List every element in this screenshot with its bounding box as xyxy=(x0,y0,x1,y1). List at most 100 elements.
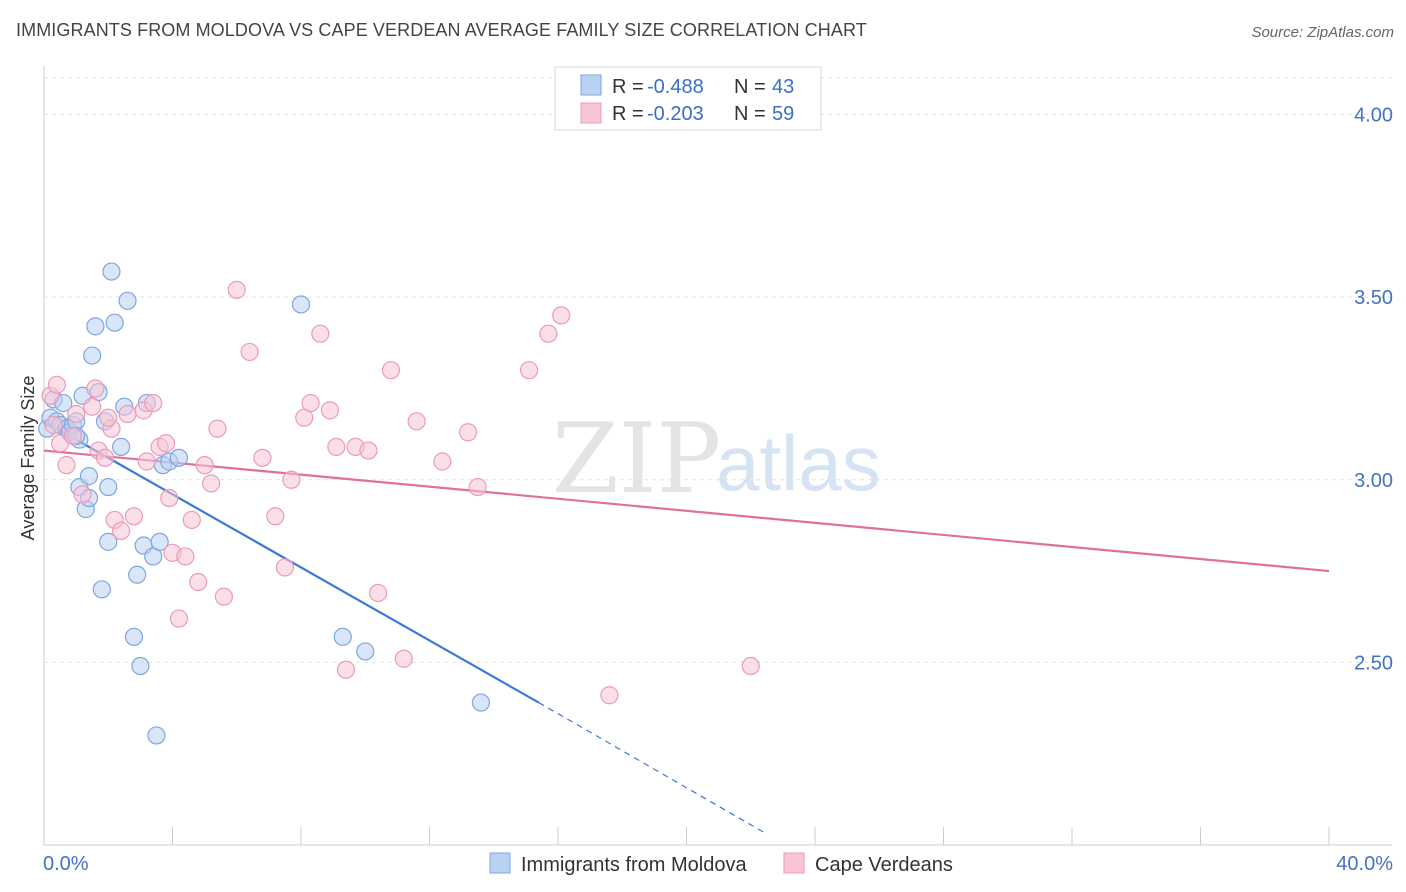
chart-title: IMMIGRANTS FROM MOLDOVA VS CAPE VERDEAN … xyxy=(16,20,867,40)
legend-r-label-cape-verdeans: R = xyxy=(612,103,644,125)
legend-n-label-moldova: N = xyxy=(734,76,766,98)
legend-n-value-cape-verdeans: 59 xyxy=(772,103,794,125)
moldova-point-22 xyxy=(105,313,124,332)
cape-verdean-point-43 xyxy=(359,441,378,460)
moldova-point-40 xyxy=(291,295,311,314)
legend-r-label-moldova: R = xyxy=(612,76,644,98)
grid-lines xyxy=(44,77,1392,663)
cape-verdean-point-40 xyxy=(327,437,346,456)
cape-verdean-point-26 xyxy=(195,456,214,475)
legend-n-value-moldova: 43 xyxy=(772,76,794,98)
watermark-atlas: atlas xyxy=(716,419,881,507)
cape-verdean-point-16 xyxy=(137,452,156,471)
bottom-legend-label-moldova: Immigrants from Moldova xyxy=(521,854,747,876)
y-tick-label-2: 3.50 xyxy=(1354,287,1393,309)
cape-verdean-point-1 xyxy=(44,415,63,435)
moldova-point-16 xyxy=(83,346,102,365)
moldova-point-23 xyxy=(111,437,131,456)
cape-verdean-point-4 xyxy=(67,404,86,424)
cape-verdean-point-5 xyxy=(73,485,92,504)
cape-verdean-point-44 xyxy=(369,583,388,603)
cape-verdean-point-48 xyxy=(433,452,452,471)
cape-verdean-point-34 xyxy=(275,558,295,577)
cape-verdean-point-35 xyxy=(282,470,301,489)
cape-verdean-point-13 xyxy=(118,404,137,424)
moldova-point-42 xyxy=(356,642,375,661)
y-tick-label-3: 4.00 xyxy=(1354,105,1393,127)
cape-verdean-point-12 xyxy=(111,521,131,540)
legend-n-label-cape-verdeans: N = xyxy=(734,103,766,125)
cape-verdean-point-19 xyxy=(156,434,176,453)
moldova-point-33 xyxy=(147,726,166,745)
cape-verdean-point-54 xyxy=(600,686,619,705)
moldova-point-21 xyxy=(102,262,121,281)
cape-verdean-point-3 xyxy=(57,456,76,475)
cape-verdean-point-52 xyxy=(539,324,558,343)
trend-line-extension-0 xyxy=(538,702,768,835)
cape-verdean-point-56 xyxy=(99,408,118,427)
moldova-point-37 xyxy=(99,532,118,551)
trend-line-1 xyxy=(43,449,1330,573)
legend-r-value-cape-verdeans: -0.203 xyxy=(647,103,704,125)
y-tick-label-1: 3.00 xyxy=(1354,470,1393,492)
cape-verdean-point-6 xyxy=(83,397,102,416)
cape-verdean-point-25 xyxy=(189,572,208,592)
cape-verdean-point-29 xyxy=(214,587,233,606)
cape-verdean-point-38 xyxy=(311,324,330,343)
cape-verdean-point-28 xyxy=(208,419,227,438)
cape-verdean-point-37 xyxy=(301,393,320,413)
cape-verdean-point-9 xyxy=(95,448,115,467)
bottom-legend-swatch-cape-verdeans xyxy=(783,852,805,874)
legend-swatch-moldova xyxy=(580,74,602,96)
watermark-zip: ZIP xyxy=(552,403,721,515)
legend: R = -0.488 N = 43 R = -0.203 N = 59 xyxy=(554,66,822,131)
cape-verdean-point-55 xyxy=(741,656,760,676)
legend-r-value-moldova: -0.488 xyxy=(647,76,704,98)
cape-verdean-point-49 xyxy=(458,423,478,442)
watermark: ZIP atlas xyxy=(552,403,881,515)
moldova-point-32 xyxy=(150,532,169,551)
cape-verdean-point-33 xyxy=(266,507,285,526)
moldova-point-20 xyxy=(99,477,118,497)
x-tick-label-1: 40.0% xyxy=(1336,853,1393,875)
cape-verdean-point-58 xyxy=(47,375,66,394)
cape-verdean-point-57 xyxy=(63,426,83,446)
cape-verdean-point-20 xyxy=(160,488,179,508)
cape-verdean-point-45 xyxy=(381,361,401,380)
cape-verdean-point-53 xyxy=(552,306,571,325)
moldova-point-13 xyxy=(79,467,99,486)
cape-verdean-point-46 xyxy=(394,649,413,668)
cape-verdean-point-39 xyxy=(320,401,340,420)
cape-verdean-point-51 xyxy=(519,361,539,380)
moldova-point-29 xyxy=(131,656,150,676)
cape-verdean-point-14 xyxy=(124,507,144,526)
cape-verdean-point-24 xyxy=(182,510,201,530)
cape-verdean-point-31 xyxy=(240,342,259,362)
cape-verdean-point-17 xyxy=(144,393,163,413)
axes xyxy=(43,66,1392,846)
moldova-point-36 xyxy=(169,448,189,467)
y-axis-label: Average Family Size xyxy=(18,376,38,541)
cape-verdean-point-23 xyxy=(176,547,195,566)
moldova-point-27 xyxy=(128,565,147,584)
x-tick-label-0: 0.0% xyxy=(43,853,89,875)
cape-verdean-point-27 xyxy=(201,474,221,493)
cape-verdean-point-30 xyxy=(227,280,246,299)
y-tick-label-0: 2.50 xyxy=(1354,652,1393,674)
bottom-legend: Immigrants from Moldova Cape Verdeans xyxy=(489,852,953,876)
cape-verdean-point-32 xyxy=(253,448,272,467)
moldova-point-17 xyxy=(86,317,105,336)
data-points xyxy=(38,262,760,745)
cape-verdean-point-41 xyxy=(336,660,356,679)
moldova-point-41 xyxy=(333,627,352,646)
tick-labels: 2.50 3.00 3.50 4.00 0.0% 40.0% xyxy=(43,105,1393,875)
legend-swatch-cape-verdeans xyxy=(580,102,602,124)
moldova-point-43 xyxy=(471,693,490,712)
source-label: Source: ZipAtlas.com xyxy=(1251,24,1394,41)
cape-verdean-point-7 xyxy=(86,379,105,398)
moldova-point-25 xyxy=(118,291,137,310)
cape-verdean-point-47 xyxy=(407,412,426,431)
bottom-legend-label-cape-verdeans: Cape Verdeans xyxy=(815,854,953,876)
cape-verdean-point-22 xyxy=(169,609,189,628)
